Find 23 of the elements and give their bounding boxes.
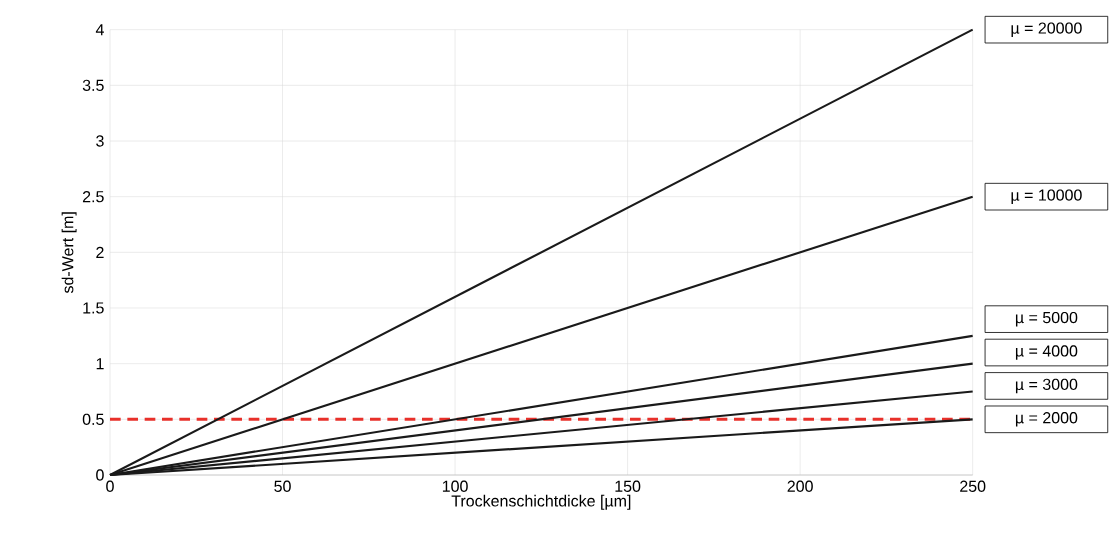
x-tick-label: 250 — [960, 480, 986, 492]
y-tick-label: 1 — [96, 358, 104, 370]
x-tick-label: 100 — [442, 480, 468, 492]
text: µ = 4000 — [1015, 345, 1078, 360]
x-tick-label: 0 — [106, 480, 114, 492]
y-tick-label: 3 — [96, 135, 104, 147]
x-tick-label: 150 — [615, 480, 641, 492]
y-tick-label: 4 — [95, 24, 104, 36]
y-tick-label: 0 — [96, 469, 104, 481]
text: µ = 3000 — [1015, 378, 1078, 394]
y-tick-label: 1.5 — [83, 302, 104, 314]
y-tick-label: 2.5 — [82, 191, 104, 203]
x-tick-label: 200 — [787, 480, 813, 492]
x-axis-title: Trockenschichtdicke [µm] — [451, 494, 631, 510]
y-tick-label: 0.5 — [82, 413, 104, 425]
x-tick-label: 50 — [274, 480, 291, 492]
text: µ = 20000 — [1011, 22, 1082, 37]
text: µ = 5000 — [1015, 311, 1078, 327]
y-tick-label: 2 — [96, 246, 104, 258]
y-tick-label: 3.5 — [82, 79, 104, 91]
y-axis-title: sd-Wert [m] — [61, 212, 77, 294]
text: µ = 10000 — [1011, 189, 1082, 204]
text: µ = 2000 — [1015, 412, 1078, 427]
